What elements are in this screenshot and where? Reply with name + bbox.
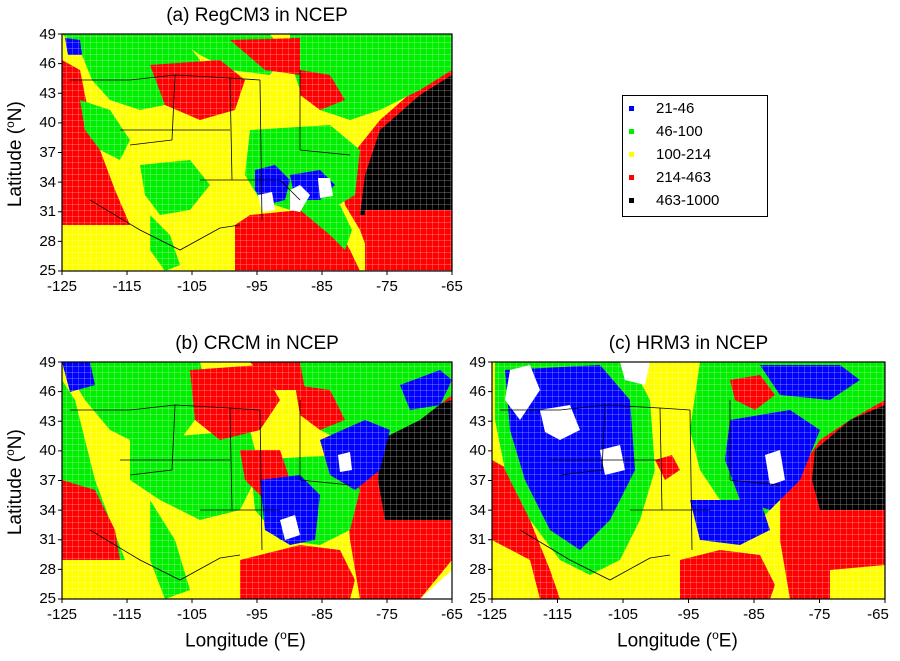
ytick-label: 28	[469, 561, 486, 578]
ytick-label: 37	[39, 472, 56, 489]
xtick-label: -125	[46, 606, 78, 623]
ytick-label: 28	[39, 233, 56, 250]
xtick-label: -105	[607, 606, 639, 623]
xtick-label: -65	[441, 278, 463, 295]
legend-swatch-yellow	[629, 151, 634, 157]
tick-marks	[58, 33, 886, 603]
ytick-label: 40	[469, 442, 486, 459]
xtick-label: -85	[311, 278, 333, 295]
ytick-label: 49	[39, 26, 56, 43]
xtick-label: -65	[441, 606, 463, 623]
ytick-label: 25	[39, 590, 56, 607]
ytick-label: 25	[469, 590, 486, 607]
legend-item: 21-46	[629, 99, 694, 117]
legend: 21-46 46-100 100-214 214-463 463-1000	[622, 95, 768, 217]
xtick-label: -75	[376, 278, 398, 295]
ytick-label: 46	[39, 55, 56, 72]
map-panel-b	[62, 362, 452, 599]
xtick-label: -125	[46, 278, 78, 295]
ytick-label: 25	[39, 262, 56, 279]
ytick-label: 40	[39, 442, 56, 459]
legend-label: 100-214	[656, 145, 712, 163]
xtick-label: -115	[543, 606, 572, 623]
ytick-label: 46	[39, 383, 56, 400]
ytick-label: 43	[39, 85, 56, 102]
y-axis-label-a: Latitude (oN)	[2, 101, 27, 208]
x-axis-label-c: Longitude (oE)	[617, 628, 738, 652]
legend-item: 214-463	[629, 168, 711, 186]
ytick-label: 34	[469, 502, 486, 519]
ytick-label: 34	[39, 174, 56, 191]
xtick-label: -115	[112, 606, 142, 623]
panel-c-title: (c) HRM3 in NCEP	[608, 333, 769, 354]
legend-swatch-green	[629, 128, 634, 134]
ytick-label: 31	[469, 531, 486, 548]
legend-swatch-black	[629, 197, 634, 203]
panel-a-title: (a) RegCM3 in NCEP	[166, 5, 348, 26]
ytick-label: 40	[39, 114, 56, 131]
legend-label: 21-46	[656, 99, 695, 117]
ytick-label: 37	[39, 144, 56, 161]
xtick-label: -95	[246, 278, 268, 295]
ytick-label: 49	[39, 354, 56, 371]
map-panel-c	[492, 362, 885, 599]
legend-item: 100-214	[629, 145, 711, 163]
map-panel-a	[62, 34, 452, 271]
xtick-label: -105	[176, 278, 208, 295]
legend-swatch-red	[629, 174, 634, 180]
xtick-label: -105	[176, 606, 208, 623]
legend-swatch-blue	[629, 105, 634, 111]
legend-label: 214-463	[656, 168, 712, 186]
ytick-label: 43	[39, 413, 56, 430]
y-axis-label-b: Latitude (oN)	[2, 429, 27, 536]
panel-b-title: (b) CRCM in NCEP	[175, 333, 339, 354]
x-axis-label-b: Longitude (oE)	[185, 628, 306, 652]
ytick-label: 37	[469, 472, 486, 489]
ytick-label: 34	[39, 502, 56, 519]
xtick-label: -75	[808, 606, 831, 623]
ytick-label: 31	[39, 531, 56, 548]
xtick-label: -85	[743, 606, 765, 623]
xtick-label: -95	[246, 606, 268, 623]
xtick-label: -65	[867, 606, 889, 623]
ytick-label: 49	[469, 354, 486, 371]
ytick-label: 31	[39, 203, 56, 220]
ytick-label: 46	[469, 383, 486, 400]
legend-item: 46-100	[629, 122, 703, 140]
xtick-label: -115	[112, 278, 142, 295]
xtick-label: -85	[311, 606, 333, 623]
ytick-label: 28	[39, 561, 56, 578]
legend-item: 463-1000	[629, 191, 719, 209]
xtick-label: -125	[476, 606, 508, 623]
xtick-label: -95	[677, 606, 700, 623]
ytick-label: 43	[469, 413, 486, 430]
legend-label: 463-1000	[656, 191, 720, 209]
xtick-label: -75	[376, 606, 398, 623]
legend-label: 46-100	[656, 122, 703, 140]
